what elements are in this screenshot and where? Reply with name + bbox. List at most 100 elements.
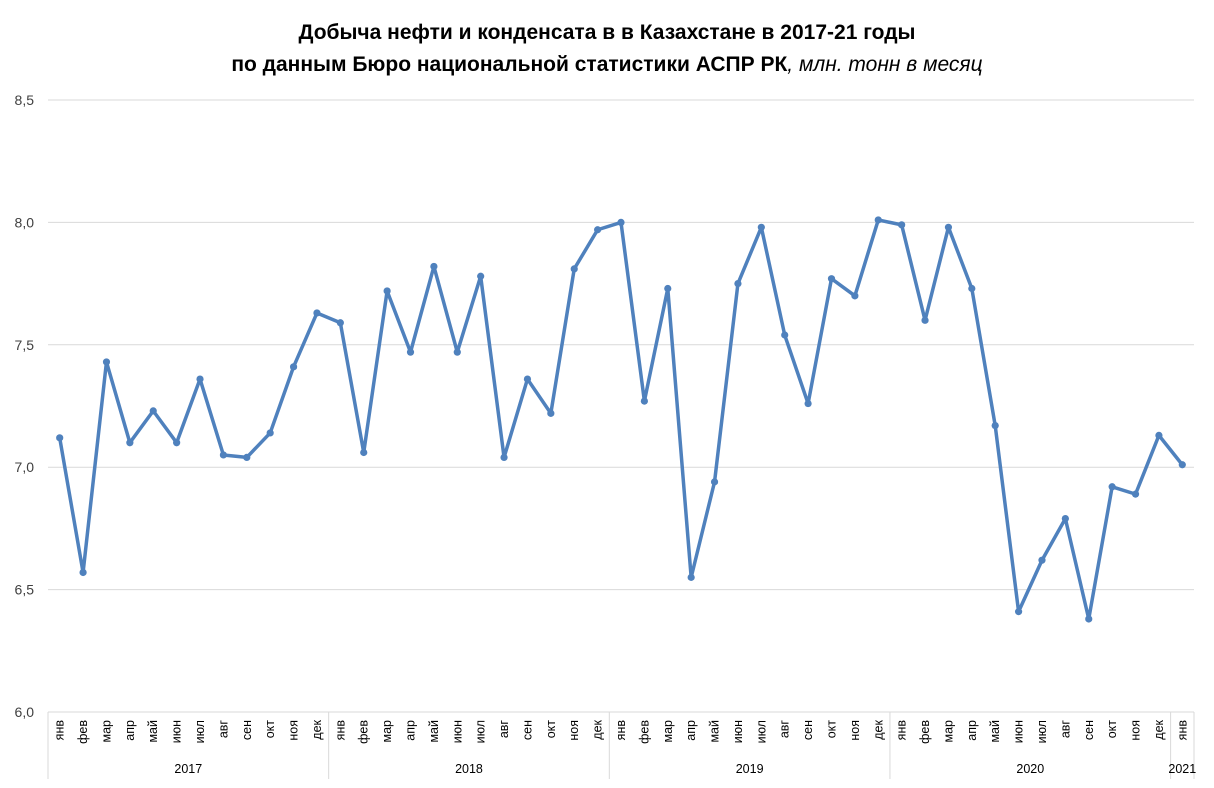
data-point	[687, 573, 695, 581]
x-tick-label: мар	[99, 720, 113, 743]
data-point	[500, 453, 508, 462]
x-tick-label: май	[427, 720, 441, 743]
y-tick-label: 7,5	[15, 337, 35, 353]
data-point	[173, 439, 181, 447]
data-point	[921, 316, 929, 324]
data-point	[991, 421, 999, 430]
data-point	[56, 434, 64, 442]
x-tick-label: авг	[216, 720, 230, 739]
year-label: 2021	[1168, 762, 1196, 776]
x-tick-label: май	[708, 720, 722, 743]
data-point	[898, 221, 906, 229]
x-axis: янв фев мар апр май июн июл авг сен окт ноя дек янв ф…	[47, 712, 1196, 779]
data-point	[383, 287, 391, 295]
year-label: 2017	[174, 762, 202, 776]
data-point	[360, 448, 368, 457]
chart-title-unit: , млн. тонн в месяц	[787, 53, 982, 76]
x-tick-label: ноя	[567, 720, 581, 741]
data-point	[710, 478, 719, 486]
data-point	[477, 272, 485, 280]
x-tick-label: апр	[684, 720, 698, 741]
x-tick-label: фев	[357, 720, 371, 744]
x-tick-label: июл	[754, 720, 768, 743]
x-tick-label: июн	[731, 720, 745, 743]
chart-title-line2: по данным Бюро национальной статистики А…	[231, 53, 982, 76]
x-tick-label: ноя	[287, 720, 301, 741]
x-tick-label: май	[988, 720, 1002, 743]
gridlines	[48, 99, 1194, 713]
data-point	[827, 275, 836, 283]
data-point	[851, 292, 859, 300]
x-tick-label: янв	[895, 720, 909, 741]
x-tick-label: июн	[1012, 720, 1026, 743]
x-tick-label: янв	[614, 720, 628, 741]
x-tick-label: мар	[661, 720, 675, 743]
x-tick-label: сен	[520, 720, 534, 740]
x-tick-label: мар	[380, 720, 394, 743]
series-line	[57, 218, 1184, 621]
data-point	[570, 265, 578, 273]
data-point	[1061, 515, 1069, 523]
data-point	[781, 331, 789, 339]
x-tick-label: мар	[941, 720, 955, 743]
data-point	[523, 375, 532, 383]
x-tick-label: апр	[404, 720, 418, 741]
data-point	[1014, 608, 1023, 616]
data-point	[944, 223, 953, 231]
data-point	[757, 223, 765, 231]
data-point	[664, 284, 672, 293]
x-tick-label: янв	[333, 720, 347, 741]
data-point	[430, 262, 438, 271]
x-tick-label: окт	[263, 720, 277, 739]
data-point	[219, 451, 228, 459]
data-point	[594, 226, 602, 234]
data-point	[406, 348, 415, 356]
x-tick-label: авг	[778, 720, 792, 739]
data-point	[1038, 556, 1046, 564]
x-tick-label: фев	[637, 720, 651, 744]
x-tick-label: окт	[544, 720, 558, 739]
x-tick-label: июн	[450, 720, 464, 743]
data-point	[149, 407, 157, 415]
x-tick-label: ноя	[848, 720, 862, 741]
x-tick-label: сен	[240, 720, 254, 740]
data-point	[196, 375, 204, 383]
x-tick-label: сен	[801, 720, 815, 740]
x-tick-label: сен	[1082, 720, 1096, 740]
data-point	[1155, 431, 1163, 439]
series-oil-production	[56, 216, 1186, 623]
chart-title-line1: Добыча нефти и конденсата в в Казахстане…	[298, 21, 915, 44]
x-tick-label: фев	[918, 720, 932, 744]
x-tick-label: дек	[1152, 719, 1166, 739]
y-axis: 6,0 6,5 7,0 7,5 8,0 8,5	[15, 92, 35, 720]
x-tick-label: июл	[193, 720, 207, 743]
x-tick-label: янв	[1175, 720, 1189, 741]
data-point	[102, 358, 111, 366]
data-point	[617, 218, 625, 226]
chart-title-main: по данным Бюро национальной статистики А…	[231, 53, 787, 76]
data-point	[1108, 483, 1116, 491]
data-point	[1131, 490, 1140, 498]
data-point	[79, 568, 87, 577]
data-point	[266, 429, 274, 437]
x-tick-label: май	[146, 720, 160, 743]
year-label: 2018	[455, 762, 483, 776]
x-tick-label: дек	[310, 719, 324, 739]
x-tick-label: апр	[123, 720, 137, 741]
x-tick-label: окт	[1105, 720, 1119, 739]
y-tick-label: 7,0	[15, 459, 35, 475]
data-point	[547, 409, 555, 417]
data-point	[453, 348, 461, 356]
data-point	[1085, 615, 1093, 623]
x-tick-label: апр	[965, 720, 979, 741]
data-point	[336, 319, 344, 327]
x-tick-label: дек	[591, 719, 605, 739]
x-tick-label: июл	[1035, 720, 1049, 743]
x-tick-label: окт	[824, 720, 838, 739]
data-point	[874, 216, 882, 224]
y-tick-label: 6,5	[15, 582, 35, 598]
data-point	[1178, 461, 1186, 469]
data-point	[968, 284, 976, 293]
data-point	[804, 399, 812, 408]
x-tick-label: июн	[170, 720, 184, 743]
